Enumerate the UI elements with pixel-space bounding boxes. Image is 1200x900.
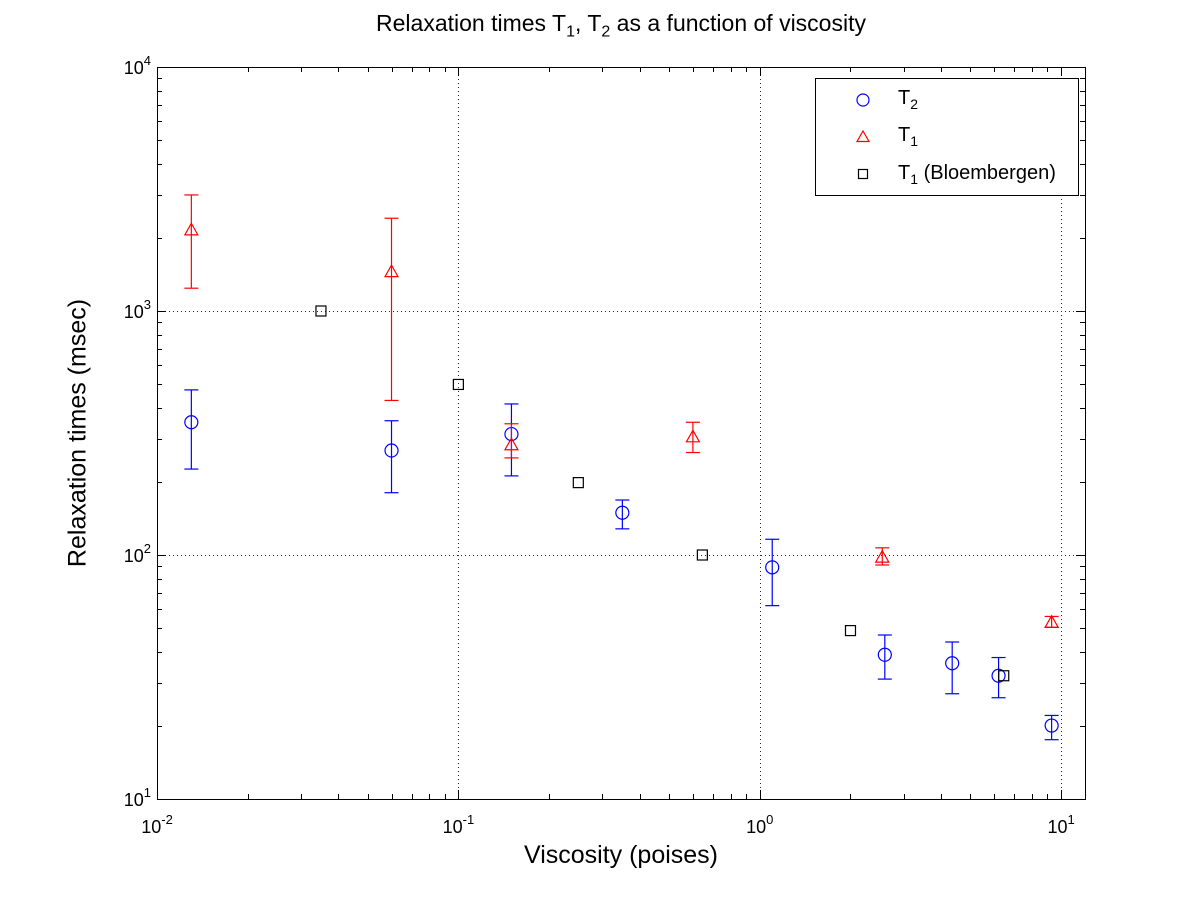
error-bar: [384, 217, 399, 402]
data-point-circle: [991, 668, 1006, 683]
legend-entry-t2: T2: [816, 82, 1078, 118]
axes-frame: [157, 67, 1086, 800]
data-point-circle: [765, 560, 780, 575]
triangle-marker-icon: [855, 129, 871, 143]
data-point-triangle: [685, 429, 701, 443]
data-point-circle: [877, 647, 892, 662]
axis-ticks: [157, 67, 1085, 800]
circle-marker-icon: [856, 93, 870, 107]
data-point-circle: [1044, 718, 1059, 733]
error-bar: [184, 194, 199, 289]
data-point-square: [315, 305, 327, 317]
title-text: , T: [574, 10, 602, 36]
x-tick-label: 100: [746, 812, 773, 837]
square-marker-icon: [857, 169, 869, 180]
error-bar: [765, 538, 780, 607]
error-bar: [945, 641, 960, 695]
error-bar: [615, 499, 630, 530]
y-tick-label: 101: [124, 785, 151, 810]
title-text: as a function of viscosity: [610, 10, 866, 36]
x-tick-label: 10-2: [141, 812, 173, 837]
data-point-circle: [384, 443, 399, 458]
data-point-square: [452, 378, 464, 391]
legend-label-t2: T2: [898, 87, 919, 113]
data-point-circle: [615, 505, 630, 520]
series-t1_bloembergen: [315, 305, 1010, 682]
error-bar: [504, 423, 519, 459]
y-axis-label: Relaxation times (msec): [63, 298, 92, 568]
error-bar: [685, 421, 700, 454]
title-subscript-1: 1: [566, 23, 575, 41]
data-point-circle: [184, 415, 199, 430]
x-tick-label: 101: [1048, 812, 1075, 837]
data-point-triangle: [383, 263, 400, 278]
data-point-square: [696, 549, 708, 561]
tick-labels: 10-2 10-1 100 101 101 102 103 104: [124, 53, 1075, 837]
legend: T2 T1 T1 (Bloembergen): [815, 78, 1079, 196]
gridlines: [157, 67, 1085, 799]
data-point-triangle: [874, 549, 890, 563]
data-point-triangle: [1044, 614, 1060, 628]
data-point-square: [844, 624, 857, 637]
y-tick-label: 102: [124, 541, 151, 566]
data-point-triangle: [183, 222, 199, 236]
series-t1: [183, 194, 1060, 628]
y-tick-label: 103: [124, 297, 151, 322]
data-point-square: [998, 670, 1010, 682]
y-tick-label: 104: [124, 53, 151, 78]
x-tick-label: 10-1: [443, 812, 475, 837]
error-bar: [1044, 615, 1059, 628]
error-bar: [877, 634, 892, 680]
data-point-triangle: [503, 437, 519, 451]
legend-label-t1-bloembergen: T1 (Bloembergen): [898, 161, 1056, 187]
title-text: Relaxation times T: [376, 10, 567, 36]
data-point-square: [572, 477, 584, 489]
chart-title: Relaxation times T1, T2 as a function of…: [157, 10, 1085, 42]
legend-entry-t1: T1: [816, 119, 1078, 155]
error-bar: [184, 389, 199, 470]
legend-label-t1: T1: [898, 124, 919, 150]
data-point-circle: [945, 656, 960, 671]
legend-entry-t1-bloembergen: T1 (Bloembergen): [816, 156, 1078, 192]
series-t2: [184, 389, 1059, 741]
x-axis-label: Viscosity (poises): [523, 841, 719, 869]
title-subscript-2: 2: [601, 23, 611, 41]
